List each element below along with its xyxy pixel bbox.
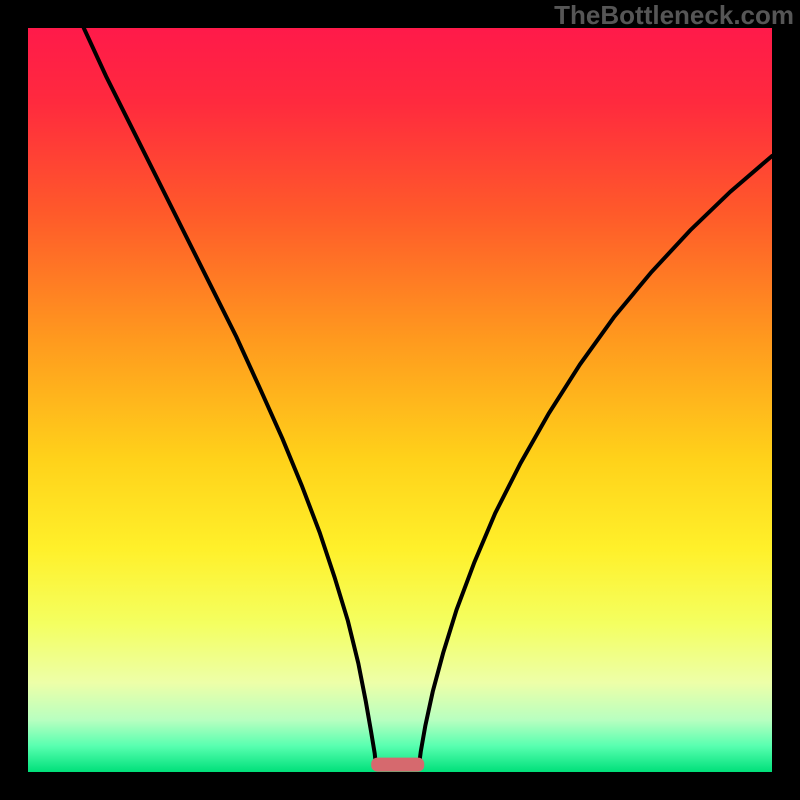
curves-layer [28,28,772,772]
plot-area [28,28,772,772]
chart-frame: TheBottleneck.com [0,0,800,800]
watermark-text: TheBottleneck.com [554,0,794,31]
border-left [0,0,28,800]
left-curve [84,28,376,768]
bottleneck-marker [371,757,425,772]
border-bottom [0,772,800,800]
border-right [772,0,800,800]
right-curve [419,156,772,768]
